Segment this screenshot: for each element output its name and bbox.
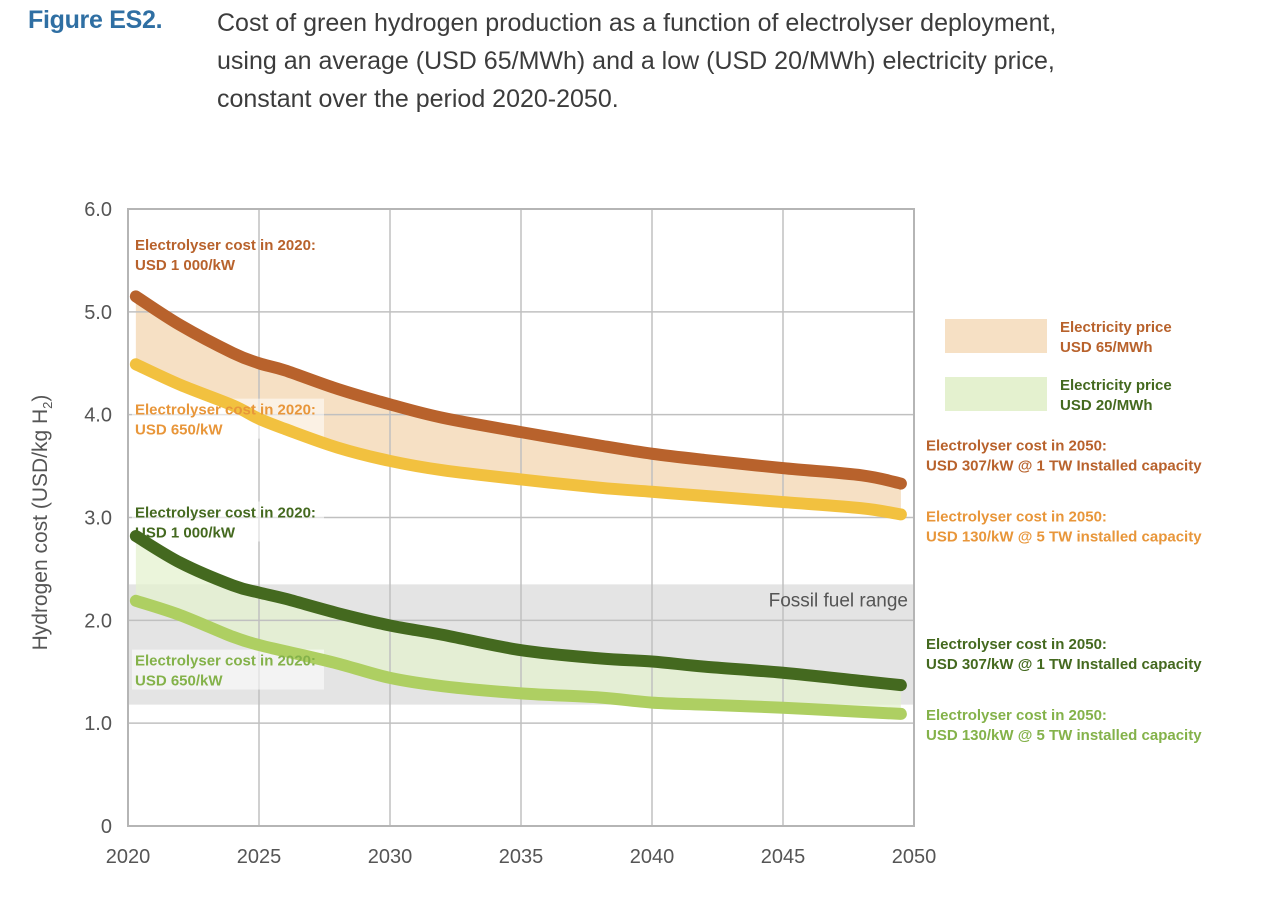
legend: Electricity price USD 65/MWh Electricity p… <box>945 319 1172 414</box>
plot-frame <box>127 208 915 827</box>
annotation-line: USD 307/kW @ 1 TW Installed capacity <box>926 656 1202 673</box>
annotation-line: Electrolyser cost in 2050: <box>926 707 1107 724</box>
y-tick-label: 0 <box>101 816 112 838</box>
annotation-start-65-1000: Electrolyser cost in 2020: USD 1 000/kW <box>135 237 316 274</box>
legend-label: Electricity price <box>1060 319 1172 336</box>
annotation-line: Electrolyser cost in 2020: <box>135 402 316 419</box>
text-layer: Fossil fuel range 2020 2025 2030 2035 2040 204… <box>29 199 1202 868</box>
annotation-line: Electrolyser cost in 2020: <box>135 237 316 254</box>
annotation-start-20-1000: Electrolyser cost in 2020: USD 1 000/kW <box>135 505 316 542</box>
annotation-line: USD 1 000/kW <box>135 257 236 274</box>
annotation-line: USD 130/kW @ 5 TW installed capacity <box>926 727 1202 744</box>
annotation-line: Electrolyser cost in 2050: <box>926 438 1107 455</box>
y-tick-label: 4.0 <box>84 405 112 427</box>
x-tick-label: 2020 <box>106 846 151 868</box>
caption-line: using an average (USD 65/MWh) and a low … <box>217 47 1055 75</box>
axes-layer <box>127 208 915 827</box>
legend-swatch <box>945 377 1047 411</box>
caption-line: Cost of green hydrogen production as a f… <box>217 9 1057 37</box>
annotation-end-65-1000: Electrolyser cost in 2050: USD 307/kW @ 1… <box>926 438 1202 475</box>
legend-label: USD 65/MWh <box>1060 339 1153 356</box>
series-line-usd20-650 <box>129 594 907 720</box>
legend-label: Electricity price <box>1060 377 1172 394</box>
figure-label: Figure ES2. <box>28 6 163 34</box>
x-tick-label: 2030 <box>368 846 413 868</box>
annotation-start-65-650: Electrolyser cost in 2020: USD 650/kW <box>135 402 316 439</box>
series-line-usd65-1000 <box>129 290 907 490</box>
series-lines-layer <box>129 290 907 720</box>
annotation-line: Electrolyser cost in 2020: <box>135 505 316 522</box>
x-tick-label: 2035 <box>499 846 544 868</box>
annotation-line: USD 650/kW <box>135 422 223 439</box>
annotation-line: USD 130/kW @ 5 TW installed capacity <box>926 529 1202 546</box>
y-tick-label: 3.0 <box>84 508 112 530</box>
annotation-line: USD 650/kW <box>135 673 223 690</box>
legend-swatch <box>945 319 1047 353</box>
y-tick-label: 1.0 <box>84 713 112 735</box>
annotation-box-layer <box>132 398 324 690</box>
annotation-line: Electrolyser cost in 2050: <box>926 636 1107 653</box>
y-tick-label: 2.0 <box>84 610 112 632</box>
caption-line: constant over the period 2020-2050. <box>217 85 619 113</box>
annotation-box <box>132 501 324 542</box>
annotation-end-20-650: Electrolyser cost in 2050: USD 130/kW @ 5… <box>926 707 1202 744</box>
series-line-usd20-1000 <box>129 530 907 692</box>
series-line-usd65-650 <box>129 358 907 521</box>
x-tick-label: 2025 <box>237 846 282 868</box>
x-tick-label: 2045 <box>761 846 806 868</box>
legend-label: USD 20/MWh <box>1060 397 1153 414</box>
figure-caption: Cost of green hydrogen production as a f… <box>217 4 1237 118</box>
x-tick-label: 2040 <box>630 846 675 868</box>
annotation-line: Electrolyser cost in 2020: <box>135 653 316 670</box>
annotation-line: USD 307/kW @ 1 TW Installed capacity <box>926 458 1202 475</box>
annotation-line: Electrolyser cost in 2050: <box>926 509 1107 526</box>
y-tick-label: 6.0 <box>84 199 112 221</box>
x-tick-label: 2050 <box>892 846 937 868</box>
annotation-start-20-650: Electrolyser cost in 2020: USD 650/kW <box>135 653 316 690</box>
annotation-end-65-650: Electrolyser cost in 2050: USD 130/kW @ 5… <box>926 509 1202 546</box>
annotation-line: USD 1 000/kW <box>135 525 236 542</box>
y-axis-label: Hydrogen cost (USD/kg H2) <box>29 395 55 651</box>
annotation-end-20-1000: Electrolyser cost in 2050: USD 307/kW @ 1… <box>926 636 1202 673</box>
fossil-fuel-range-label: Fossil fuel range <box>769 590 908 611</box>
y-tick-label: 5.0 <box>84 302 112 324</box>
